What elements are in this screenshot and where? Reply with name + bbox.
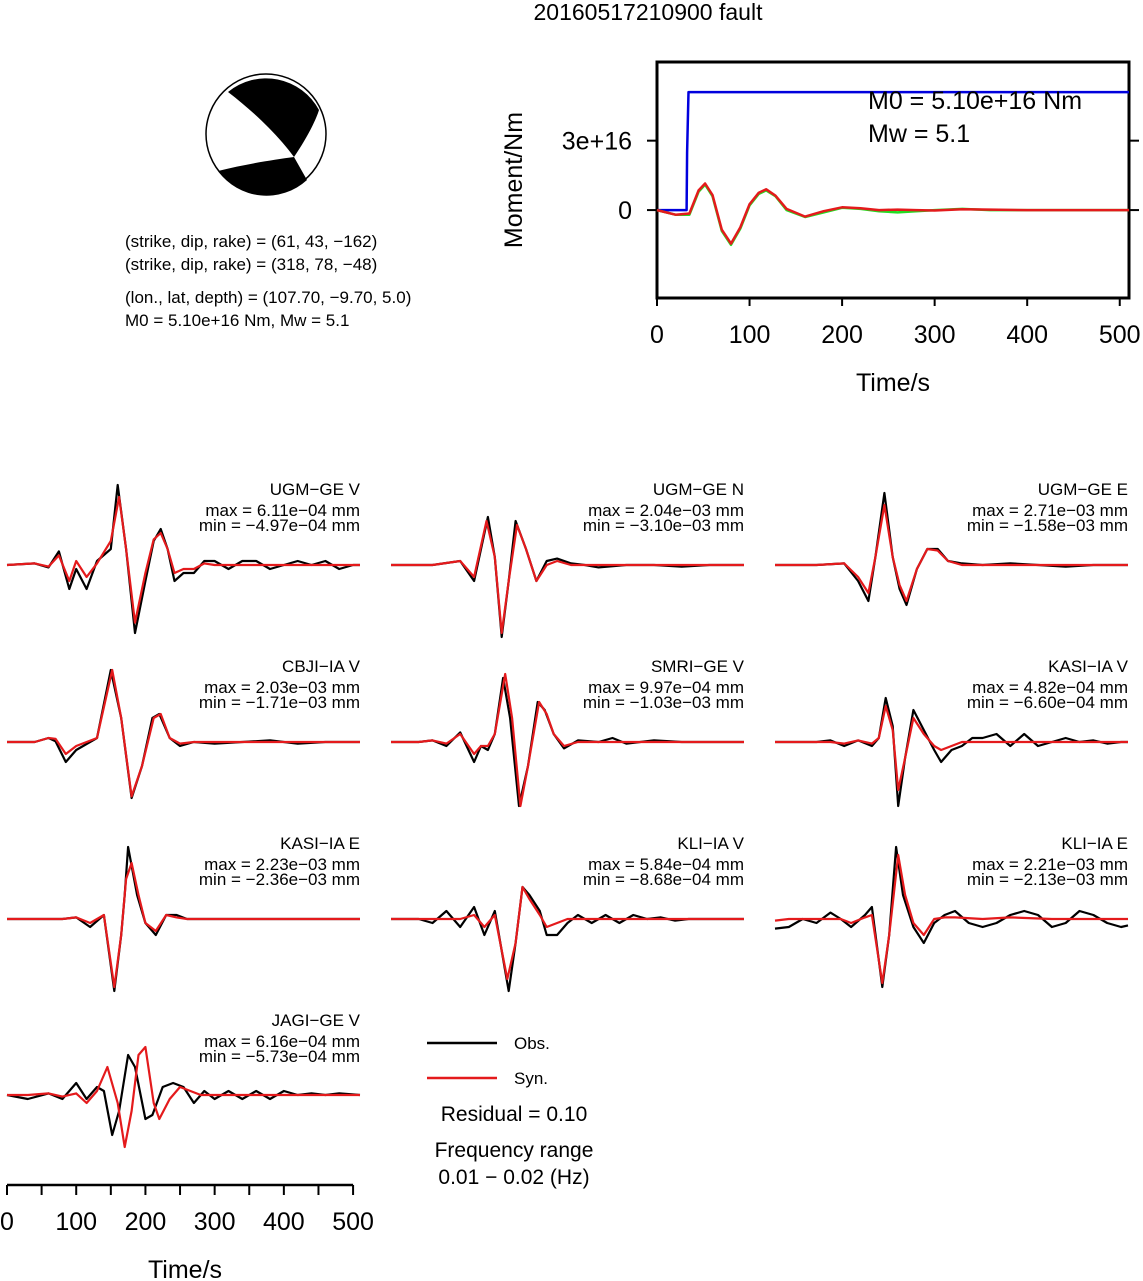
moment-xtick-label: 0 — [650, 321, 664, 349]
station-label: KLI−IA E — [1061, 834, 1128, 853]
min-amplitude: min = −2.36e−03 mm — [199, 870, 360, 889]
waveform-syn — [6, 495, 360, 624]
moment-xlabel: Time/s — [856, 369, 930, 397]
min-amplitude: min = −1.71e−03 mm — [199, 693, 360, 712]
min-amplitude: min = −1.58e−03 mm — [967, 516, 1128, 535]
nodal-plane-2: (strike, dip, rake) = (318, 78, −48) — [125, 255, 377, 274]
station-label: CBJI−IA V — [282, 657, 361, 676]
moment-annotation-m0: M0 = 5.10e+16 Nm — [868, 87, 1082, 115]
beachball — [205, 73, 327, 196]
station-label: KLI−IA V — [677, 834, 744, 853]
waveform-syn — [774, 853, 1128, 985]
waveform-syn — [391, 885, 744, 981]
min-amplitude: min = −6.60e−04 mm — [967, 693, 1128, 712]
waveform-xtick-label: 200 — [125, 1208, 167, 1236]
min-amplitude: min = −1.03e−03 mm — [583, 693, 744, 712]
waveform-obs — [391, 515, 744, 639]
station-label: UGM−GE N — [653, 480, 744, 499]
event-mw: Mw = 5.1 — [280, 311, 349, 330]
frequency-range-value: 0.01 − 0.02 (Hz) — [438, 1166, 589, 1189]
min-amplitude: min = −2.13e−03 mm — [967, 870, 1128, 889]
waveform-obs — [6, 1053, 361, 1137]
moment-frame — [655, 60, 1131, 300]
event-m0: M0 = 5.10e+16 Nm, — [125, 311, 280, 330]
min-amplitude: min = −3.10e−03 mm — [583, 516, 744, 535]
station-label: KASI−IA E — [280, 834, 360, 853]
min-amplitude: min = −8.68e−04 mm — [583, 870, 744, 889]
moment-series-2 — [656, 182, 1129, 245]
station-label: SMRI−GE V — [651, 657, 745, 676]
nodal-plane-1: (strike, dip, rake) = (61, 43, −162) — [125, 232, 377, 251]
waveform-time-axis: 0 100 200 300 400 500 — [0, 1183, 374, 1236]
residual-text: Residual = 0.10 — [441, 1103, 588, 1126]
waveform-syn — [391, 672, 744, 808]
waveform-legend: Obs. Syn. — [427, 1034, 550, 1088]
moment-ylabel: Moment/Nm — [500, 112, 528, 248]
waveform-syn — [7, 861, 360, 989]
legend-obs-label: Obs. — [514, 1034, 550, 1053]
moment-series-0 — [657, 90, 1129, 212]
moment-xtick-label: 300 — [914, 321, 956, 349]
station-label: JAGI−GE V — [272, 1011, 361, 1030]
waveform-syn — [391, 519, 744, 635]
waveform-syn — [775, 503, 1128, 603]
waveform-obs — [775, 696, 1128, 808]
waveform-syn — [7, 1045, 360, 1149]
figure-title: 20160517210900 fault — [534, 0, 764, 25]
moment-annotation-mw: Mw = 5.1 — [868, 120, 970, 148]
waveform-xtick-label: 100 — [55, 1208, 97, 1236]
min-amplitude: min = −4.97e−04 mm — [199, 516, 360, 535]
max-amplitude: max = 2.71e−03 mm — [972, 501, 1128, 520]
max-amplitude: max = 2.23e−03 mm — [204, 855, 360, 874]
max-amplitude: max = 6.11e−04 mm — [205, 501, 360, 520]
event-moment: M0 = 5.10e+16 Nm, Mw = 5.1 — [125, 311, 349, 330]
moment-xtick-label: 200 — [821, 321, 863, 349]
moment-ytick-label: 3e+16 — [562, 128, 632, 156]
waveform-syn — [7, 668, 360, 798]
moment-xtick-label: 400 — [1006, 321, 1048, 349]
min-amplitude: min = −5.73e−04 mm — [199, 1047, 360, 1066]
waveform-xtick-label: 300 — [194, 1208, 236, 1236]
waveform-obs — [6, 483, 360, 635]
waveform-xtick-label: 0 — [0, 1208, 14, 1236]
legend-syn-label: Syn. — [514, 1069, 548, 1088]
station-label: UGM−GE V — [270, 480, 361, 499]
waveform-obs — [391, 885, 744, 993]
max-amplitude: max = 5.84e−04 mm — [588, 855, 744, 874]
moment-xtick-label: 100 — [729, 321, 771, 349]
moment-ytick-label: 0 — [618, 197, 632, 225]
waveform-syn — [775, 704, 1128, 792]
frequency-range-label: Frequency range — [435, 1139, 594, 1162]
max-amplitude: max = 2.21e−03 mm — [972, 855, 1128, 874]
mechanism-text: (strike, dip, rake) = (61, 43, −162) (st… — [125, 232, 411, 330]
waveform-xtick-label: 400 — [263, 1208, 305, 1236]
waveform-xlabel: Time/s — [148, 1256, 222, 1281]
station-label: KASI−IA V — [1048, 657, 1129, 676]
moment-xtick-label: 500 — [1099, 321, 1141, 349]
station-label: UGM−GE E — [1038, 480, 1128, 499]
max-amplitude: max = 6.16e−04 mm — [204, 1032, 360, 1051]
max-amplitude: max = 2.04e−03 mm — [588, 501, 744, 520]
max-amplitude: max = 2.03e−03 mm — [204, 678, 360, 697]
moment-series-1 — [656, 183, 1129, 247]
waveform-xtick-label: 500 — [332, 1208, 374, 1236]
max-amplitude: max = 9.97e−04 mm — [588, 678, 744, 697]
event-location: (lon., lat, depth) = (107.70, −9.70, 5.0… — [125, 288, 411, 307]
max-amplitude: max = 4.82e−04 mm — [972, 678, 1128, 697]
